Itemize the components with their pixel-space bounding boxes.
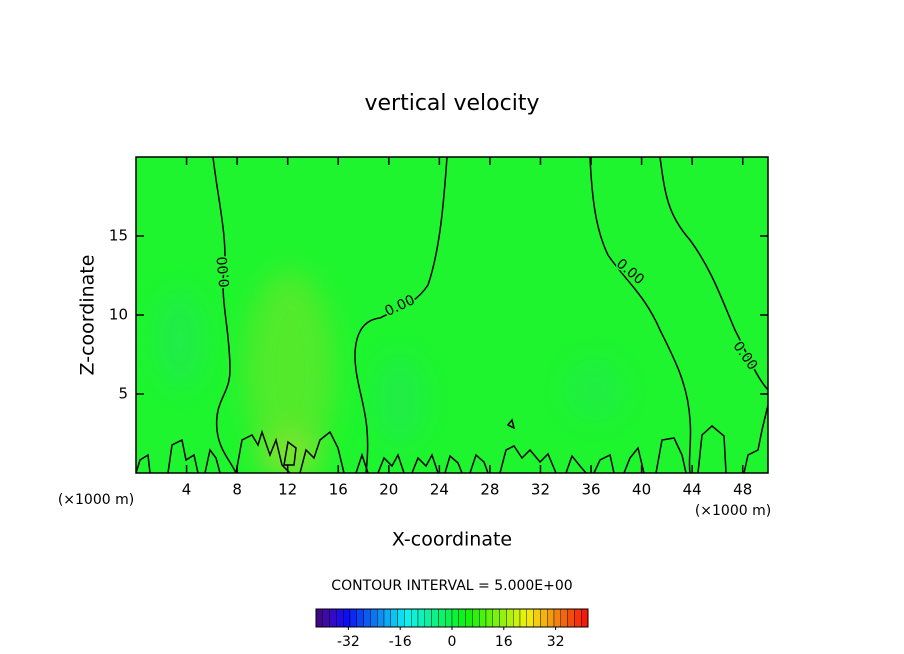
colorbar-segment bbox=[377, 608, 385, 628]
y-tick-label: 5 bbox=[118, 385, 128, 403]
colorbar-segment bbox=[431, 608, 439, 628]
colorbar-segment bbox=[356, 608, 364, 628]
x-tick-label: 28 bbox=[480, 481, 499, 499]
colorbar-tick-label: 32 bbox=[547, 634, 565, 650]
x-tick-label: 36 bbox=[581, 481, 600, 499]
colorbar-segment bbox=[560, 608, 568, 628]
colorbar-segment bbox=[383, 608, 392, 628]
contour-line bbox=[589, 157, 692, 473]
colorbar-segment bbox=[492, 608, 500, 628]
colorbar-segment bbox=[390, 608, 398, 628]
x-tick-label: 44 bbox=[683, 481, 702, 499]
colorbar-segment bbox=[363, 608, 371, 628]
field bbox=[136, 157, 768, 473]
x-tick-label: 32 bbox=[531, 481, 550, 499]
colorbar-segment bbox=[506, 608, 514, 628]
colorbar-segment bbox=[322, 608, 330, 628]
field-shading bbox=[136, 157, 768, 473]
colorbar-segment bbox=[574, 608, 582, 628]
x-tick-label: 4 bbox=[182, 481, 192, 499]
contour-line bbox=[212, 157, 237, 473]
colorbar-segment bbox=[547, 608, 555, 628]
colorbar-segment bbox=[458, 608, 466, 628]
colorbar-segment bbox=[472, 608, 480, 628]
y-tick-label: 10 bbox=[109, 306, 128, 324]
x-tick-label: 16 bbox=[329, 481, 348, 499]
colorbar-segment bbox=[411, 608, 419, 628]
colorbar-segment bbox=[581, 608, 589, 628]
x-tick-label: 20 bbox=[379, 481, 398, 499]
contour-line bbox=[136, 404, 768, 473]
colorbar-segment bbox=[349, 608, 358, 628]
x-unit-label: (×1000 m) bbox=[58, 492, 134, 508]
colorbar-segment bbox=[479, 608, 487, 628]
y-axis-label: Z-coordinate bbox=[77, 255, 99, 376]
colorbar-segment bbox=[445, 608, 453, 628]
colorbar-segment bbox=[329, 608, 337, 628]
colorbar-segment bbox=[404, 608, 412, 628]
colorbar-segment bbox=[397, 608, 405, 628]
colorbar-segment bbox=[343, 608, 351, 628]
colorbar-segment bbox=[499, 608, 507, 628]
colorbar-tick-label: 0 bbox=[448, 634, 457, 650]
colorbar-segment bbox=[451, 608, 460, 628]
colorbar-segment bbox=[336, 608, 344, 628]
x-tick-label: 48 bbox=[733, 481, 752, 499]
x-tick-label: 40 bbox=[632, 481, 651, 499]
colorbar-segment bbox=[424, 608, 432, 628]
colorbar-segment bbox=[540, 608, 548, 628]
colorbar-segment bbox=[513, 608, 521, 628]
x-unit-label: (×1000 m) bbox=[695, 503, 771, 519]
colorbar-tick-label: 16 bbox=[495, 634, 513, 650]
colorbar-segment bbox=[553, 608, 562, 628]
contour-line bbox=[659, 157, 768, 391]
contour-line bbox=[354, 157, 448, 473]
colorbar-segment bbox=[533, 608, 541, 628]
contour-label: 0.00 bbox=[215, 256, 234, 288]
colorbar-segment bbox=[417, 608, 426, 628]
x-tick-label: 8 bbox=[232, 481, 242, 499]
colorbar-segment bbox=[567, 608, 575, 628]
colorbar-segment bbox=[315, 608, 324, 628]
colorbar-segment bbox=[519, 608, 528, 628]
x-axis-label: X-coordinate bbox=[392, 529, 512, 551]
colorbar-tick-label: -32 bbox=[337, 634, 360, 650]
colorbar-segment bbox=[526, 608, 534, 628]
x-tick-label: 24 bbox=[430, 481, 449, 499]
chart-title: vertical velocity bbox=[364, 91, 539, 116]
y-tick-label: 15 bbox=[109, 227, 128, 245]
contour-interval: CONTOUR INTERVAL = 5.000E+00 bbox=[331, 578, 572, 594]
x-tick-label: 12 bbox=[278, 481, 297, 499]
colorbar-segment bbox=[370, 608, 378, 628]
colorbar-segment bbox=[465, 608, 473, 628]
colorbar-tick-label: -16 bbox=[389, 634, 412, 650]
colorbar-segment bbox=[438, 608, 446, 628]
colorbar-segment bbox=[485, 608, 494, 628]
